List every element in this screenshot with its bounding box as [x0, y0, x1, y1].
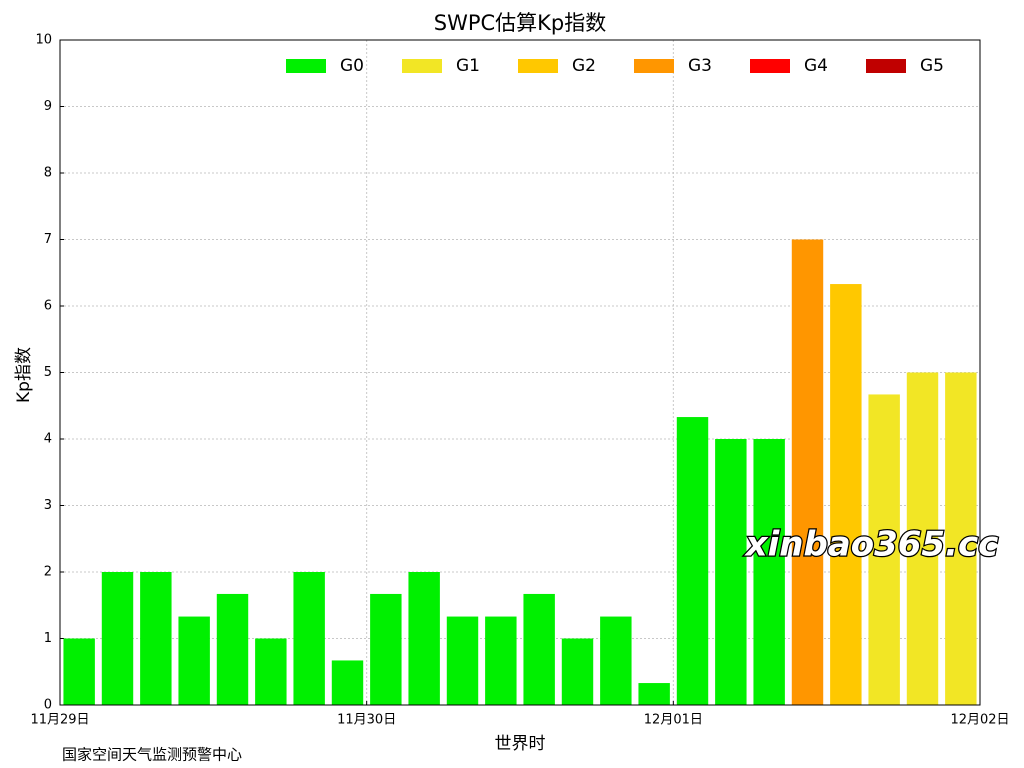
legend-swatch: [402, 59, 442, 73]
y-tick-label: 8: [44, 166, 52, 181]
legend-label: G5: [920, 56, 944, 76]
legend-label: G4: [804, 56, 828, 76]
y-tick-label: 3: [44, 498, 52, 513]
bar: [676, 417, 709, 705]
legend-swatch: [634, 59, 674, 73]
bar: [638, 683, 670, 705]
y-tick-label: 1: [44, 631, 52, 646]
y-tick-label: 5: [44, 365, 52, 380]
bar: [370, 593, 402, 705]
bar: [140, 572, 172, 705]
legend-swatch: [286, 59, 326, 73]
y-axis-label: Kp指数: [14, 347, 34, 403]
bar: [906, 372, 939, 705]
legend-label: G2: [572, 56, 596, 76]
legend-swatch: [866, 59, 906, 73]
bar: [830, 284, 862, 705]
watermark: xinbao365.cc: [744, 525, 999, 565]
bar: [331, 660, 364, 705]
x-tick-label: 11月30日: [337, 713, 396, 728]
bar: [600, 616, 632, 705]
legend-label: G3: [688, 56, 712, 76]
bar: [255, 638, 287, 705]
legend-swatch: [518, 59, 558, 73]
x-tick-label: 11月29日: [30, 713, 89, 728]
plot-frame: [59, 39, 981, 706]
bar: [715, 439, 747, 705]
bar: [753, 439, 785, 705]
y-tick-label: 6: [44, 299, 52, 314]
source-note: 国家空间天气监测预警中心: [62, 746, 242, 764]
y-tick-label: 0: [44, 698, 52, 713]
x-tick-label: 12月02日: [950, 713, 1009, 728]
bar: [63, 638, 95, 705]
x-tick-label: 12月01日: [644, 713, 703, 728]
bar: [216, 593, 249, 705]
bar: [945, 372, 977, 705]
y-tick-label: 10: [35, 33, 52, 48]
bar: [561, 638, 594, 705]
legend-label: G0: [340, 56, 364, 76]
y-tick-label: 9: [44, 99, 52, 114]
y-tick-label: 7: [44, 232, 52, 247]
bar: [408, 572, 440, 705]
bar: [446, 616, 479, 705]
bar: [791, 239, 824, 705]
chart-title: SWPC估算Kp指数: [434, 11, 607, 35]
x-axis-label: 世界时: [495, 734, 546, 754]
legend-swatch: [750, 59, 790, 73]
legend-label: G1: [456, 56, 480, 76]
bar: [178, 616, 210, 705]
y-tick-label: 2: [44, 565, 52, 580]
y-tick-label: 4: [44, 432, 52, 447]
bar: [293, 572, 325, 705]
bar: [523, 593, 555, 705]
bar: [101, 572, 134, 705]
bar: [485, 616, 517, 705]
bar: [868, 394, 900, 705]
